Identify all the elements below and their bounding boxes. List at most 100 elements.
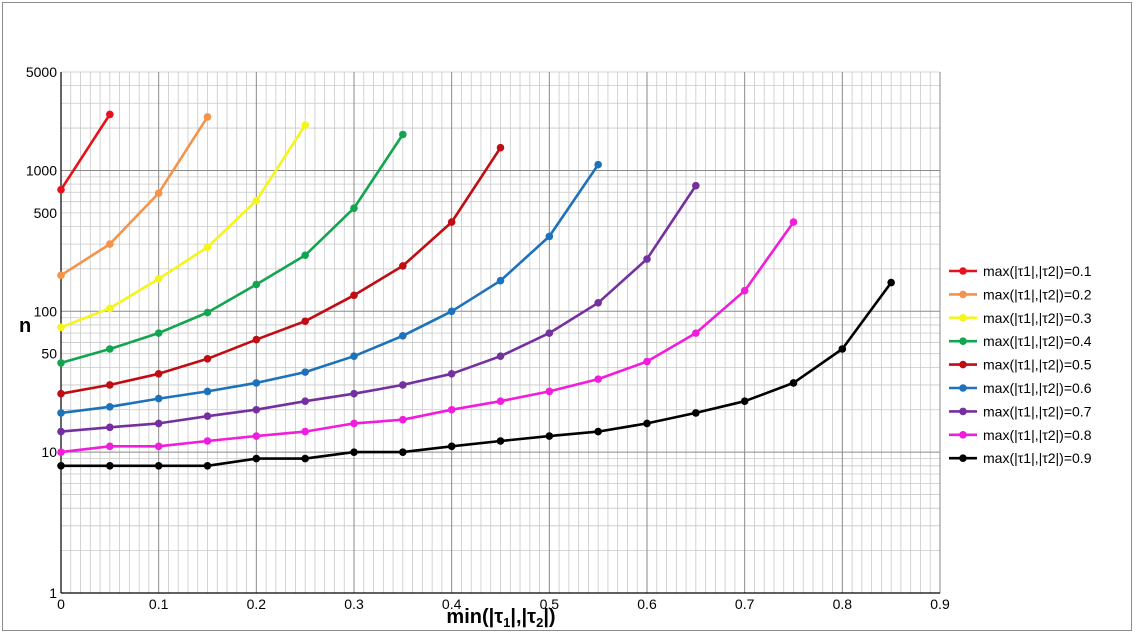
x-title-sub-1: 1	[503, 615, 510, 630]
legend-marker	[959, 384, 967, 392]
data-point	[252, 196, 261, 205]
series-group	[57, 218, 798, 456]
minor-gridlines	[61, 71, 940, 593]
y-tick-label: 1	[49, 585, 57, 601]
data-point	[692, 329, 700, 337]
data-point	[350, 204, 358, 212]
data-point	[252, 280, 261, 289]
data-point	[106, 110, 114, 119]
data-point	[57, 461, 65, 470]
x-title-sub-2: 2	[536, 615, 543, 630]
data-point	[57, 359, 65, 367]
series-layer	[57, 110, 895, 470]
data-point	[789, 218, 798, 226]
data-point	[496, 397, 505, 406]
data-point	[350, 291, 358, 300]
legend-marker	[959, 267, 967, 275]
data-point	[399, 262, 407, 270]
data-point	[154, 329, 163, 337]
legend-label: max(|τ1|,|τ2|)=0.9	[983, 450, 1092, 466]
legend-item: max(|τ1|,|τ2|)=0.8	[949, 427, 1092, 443]
data-point	[203, 355, 212, 363]
data-point	[252, 405, 261, 414]
data-point	[301, 397, 309, 406]
legend-label: max(|τ1|,|τ2|)=0.3	[983, 310, 1092, 326]
data-point	[154, 275, 163, 283]
data-point	[545, 387, 554, 396]
data-point	[496, 352, 505, 360]
series-line	[60, 124, 307, 329]
data-point	[57, 427, 65, 436]
data-point	[203, 243, 212, 252]
y-tick-label: 1000	[26, 162, 57, 178]
data-point	[106, 442, 114, 451]
x-tick-label: 0.6	[637, 596, 657, 612]
data-point	[154, 461, 163, 470]
data-point	[399, 448, 407, 456]
series-group	[57, 113, 212, 280]
legend: max(|τ1|,|τ2|)=0.1 max(|τ1|,|τ2|)=0.2 max(…	[949, 263, 1092, 466]
series-group	[57, 130, 407, 367]
data-point	[106, 461, 114, 470]
data-point	[106, 423, 114, 432]
legend-item: max(|τ1|,|τ2|)=0.6	[949, 380, 1092, 396]
data-point	[57, 448, 65, 456]
data-point	[350, 389, 358, 398]
x-tick-label: 0.3	[344, 596, 364, 612]
data-point	[252, 432, 261, 440]
series-group	[57, 160, 602, 417]
legend-item: max(|τ1|,|τ2|)=0.4	[949, 333, 1092, 349]
data-point	[301, 121, 309, 129]
data-point	[350, 352, 358, 360]
data-point	[106, 381, 114, 389]
data-point	[643, 357, 651, 366]
data-point	[301, 427, 309, 436]
data-point	[545, 432, 554, 440]
chart-svg: 0 0.1 0.2 0.3 0.4 0.5 0.6 0.7 0.8 0.9 1 10 50 100 500…	[19, 64, 1092, 630]
legend-label: max(|τ1|,|τ2|)=0.7	[983, 403, 1092, 419]
data-point	[692, 181, 700, 190]
data-point	[447, 405, 456, 414]
x-tick-label: 0.1	[149, 596, 169, 612]
data-point	[447, 218, 456, 226]
data-point	[594, 375, 602, 383]
x-tick-label: 0	[57, 596, 65, 612]
data-point	[692, 409, 700, 417]
data-point	[447, 369, 456, 378]
data-point	[740, 397, 749, 406]
series-group	[57, 143, 505, 398]
data-point	[447, 442, 456, 451]
legend-item: max(|τ1|,|τ2|)=0.7	[949, 403, 1092, 419]
series-group	[57, 110, 114, 194]
x-tick-label: 0.2	[247, 596, 267, 612]
legend-item: max(|τ1|,|τ2|)=0.2	[949, 286, 1092, 302]
series-line	[60, 184, 697, 433]
series-line	[61, 281, 893, 468]
x-title-part-3: |)	[543, 606, 555, 628]
data-point	[154, 442, 163, 451]
legend-marker	[959, 290, 967, 299]
legend-label: max(|τ1|,|τ2|)=0.6	[983, 380, 1092, 396]
legend-item: max(|τ1|,|τ2|)=0.1	[949, 263, 1092, 279]
series-line	[60, 116, 209, 277]
data-point	[57, 323, 65, 332]
series-line	[60, 221, 795, 454]
y-tick-label: 50	[41, 346, 57, 362]
data-point	[154, 419, 163, 428]
x-tick-label: 0.7	[735, 596, 755, 612]
y-tick-label: 5000	[26, 64, 57, 80]
data-point	[154, 394, 163, 403]
y-axis-title: n	[19, 315, 31, 337]
data-point	[789, 379, 798, 387]
legend-item: max(|τ1|,|τ2|)=0.9	[949, 450, 1092, 466]
series-line	[60, 163, 600, 415]
data-point	[203, 437, 212, 445]
legend-marker	[959, 431, 967, 439]
legend-marker	[959, 337, 967, 346]
x-tick-labels: 0 0.1 0.2 0.3 0.4 0.5 0.6 0.7 0.8 0.9	[57, 596, 950, 612]
data-point	[399, 381, 407, 389]
y-tick-label: 100	[34, 303, 58, 319]
data-point	[594, 298, 602, 307]
data-point	[203, 461, 212, 470]
